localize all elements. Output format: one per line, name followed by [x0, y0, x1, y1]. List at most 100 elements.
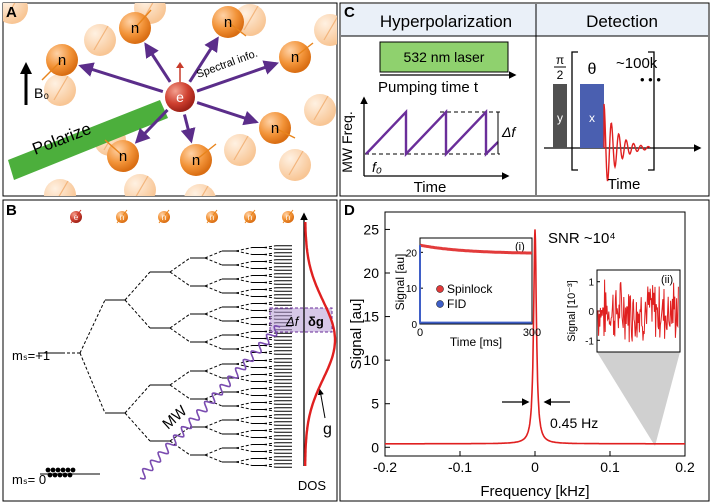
coupling-arrow — [180, 114, 196, 144]
tree-branch — [235, 345, 253, 350]
spin-icon-arrow — [282, 209, 294, 224]
tree-branch — [235, 247, 253, 252]
population-dot — [70, 467, 76, 473]
tree-branch — [263, 388, 277, 391]
theta-label: θ — [588, 61, 597, 78]
tree-branch — [263, 294, 277, 297]
x-tick-label: 0.2 — [675, 459, 695, 475]
nucleus-spin — [227, 21, 247, 37]
tree-branch — [235, 363, 253, 368]
b-delta-g-label: δg — [308, 314, 324, 329]
delta-f-label: Δf — [501, 124, 517, 140]
nucleus-label: n — [119, 148, 127, 165]
tree-branch — [204, 370, 223, 379]
b0-arrow-head — [20, 62, 32, 74]
nucleus-icon-label: n — [248, 213, 252, 222]
nucleus-spin — [104, 139, 124, 157]
tree-branch — [204, 250, 223, 259]
tree-branch — [263, 247, 277, 250]
population-dot — [65, 467, 71, 473]
purple-arrows — [78, 36, 279, 144]
tree-branch — [204, 334, 223, 343]
tree-branch — [204, 278, 223, 287]
count-label: ~100k — [616, 55, 658, 72]
tree-branch — [204, 257, 223, 266]
y-ticks: 0 5 10 15 20 25 — [363, 221, 390, 455]
mw-axis-label: MW Freq. — [339, 111, 355, 172]
tree-branch — [204, 447, 223, 456]
population-dot — [62, 472, 68, 478]
laser-label: 532 nm laser — [404, 49, 485, 65]
faded-nucleus — [124, 174, 156, 196]
tree-branch — [263, 301, 277, 304]
population-dot — [67, 472, 73, 478]
g-label: g — [323, 421, 332, 438]
tree-branch — [263, 282, 277, 285]
x-tick-label: -0.2 — [373, 459, 397, 475]
tree-branch — [235, 444, 253, 449]
tree-branch — [263, 350, 277, 353]
x-pulse — [580, 84, 604, 148]
y-tick-label: 20 — [363, 265, 379, 281]
detect-time-label: Time — [608, 176, 641, 193]
inset-i-y-tick-label: 0 — [411, 320, 417, 331]
tree-branch — [124, 384, 151, 414]
y-tick-label: 15 — [363, 309, 379, 325]
tree-branch — [169, 426, 191, 442]
panel-c-letter: C — [344, 4, 355, 21]
tree-branch — [263, 345, 277, 348]
nucleus-spin — [294, 42, 314, 58]
tree-branch — [263, 393, 277, 396]
tree-branch — [263, 386, 277, 389]
tree-branch — [124, 271, 151, 301]
y-tick-label: 10 — [363, 352, 379, 368]
population-dot — [47, 472, 53, 478]
fid-curve — [419, 245, 532, 324]
inset-ii-y-tick-label: 1 — [588, 278, 594, 289]
nucleus-label: n — [58, 52, 66, 69]
tree-branch — [263, 421, 277, 424]
zoom-cone — [597, 352, 680, 446]
panel-b-letter: B — [6, 202, 17, 219]
nucleus-label: n — [192, 152, 200, 169]
tree-branch — [263, 367, 277, 370]
panel-c-header — [341, 4, 708, 36]
faded-nucleus-spin — [58, 180, 69, 196]
spectrum-ylabel: Signal [au] — [348, 299, 365, 370]
inset-i-ticks: 0 300 0 10 20 — [406, 248, 541, 339]
tree-branch — [204, 454, 223, 463]
tree-branch — [235, 278, 253, 283]
tree-branch — [235, 264, 253, 269]
x-tick-label: 0.1 — [600, 459, 620, 475]
nucleus-label: n — [271, 120, 279, 137]
inset-i-y-tick-label: 10 — [406, 284, 418, 295]
faded-nucleus-spin — [233, 135, 249, 161]
electron-icon-label: e — [74, 213, 79, 222]
tree-branch — [263, 259, 277, 262]
tree-branch — [263, 374, 277, 377]
panel-d-letter: D — [344, 202, 355, 219]
f0-label: f₀ — [372, 159, 382, 175]
faded-nucleus-spin — [53, 75, 69, 101]
ground-state-population — [45, 467, 76, 478]
tree-branch — [235, 419, 253, 424]
tree-branch — [235, 261, 253, 266]
population-dot — [45, 467, 51, 473]
g-pointer — [317, 388, 326, 419]
electron-label: e — [176, 89, 184, 105]
spectrum-xlabel: Frequency [kHz] — [480, 483, 589, 500]
y-tick-label: 0 — [371, 439, 379, 455]
tree-branch — [204, 398, 223, 407]
tree-branch — [235, 416, 253, 421]
tree-branch — [263, 456, 277, 459]
faded-nucleus-spin — [288, 150, 304, 176]
faded-nucleus-spin — [323, 16, 337, 41]
faded-nucleus-spin — [313, 95, 329, 121]
inset-ii-y-tick-label: 0 — [588, 307, 594, 318]
faded-nucleus-spin — [201, 185, 209, 196]
hyper-title: Hyperpolarization — [380, 12, 512, 31]
b-delta-f-label: Δf — [285, 314, 300, 329]
